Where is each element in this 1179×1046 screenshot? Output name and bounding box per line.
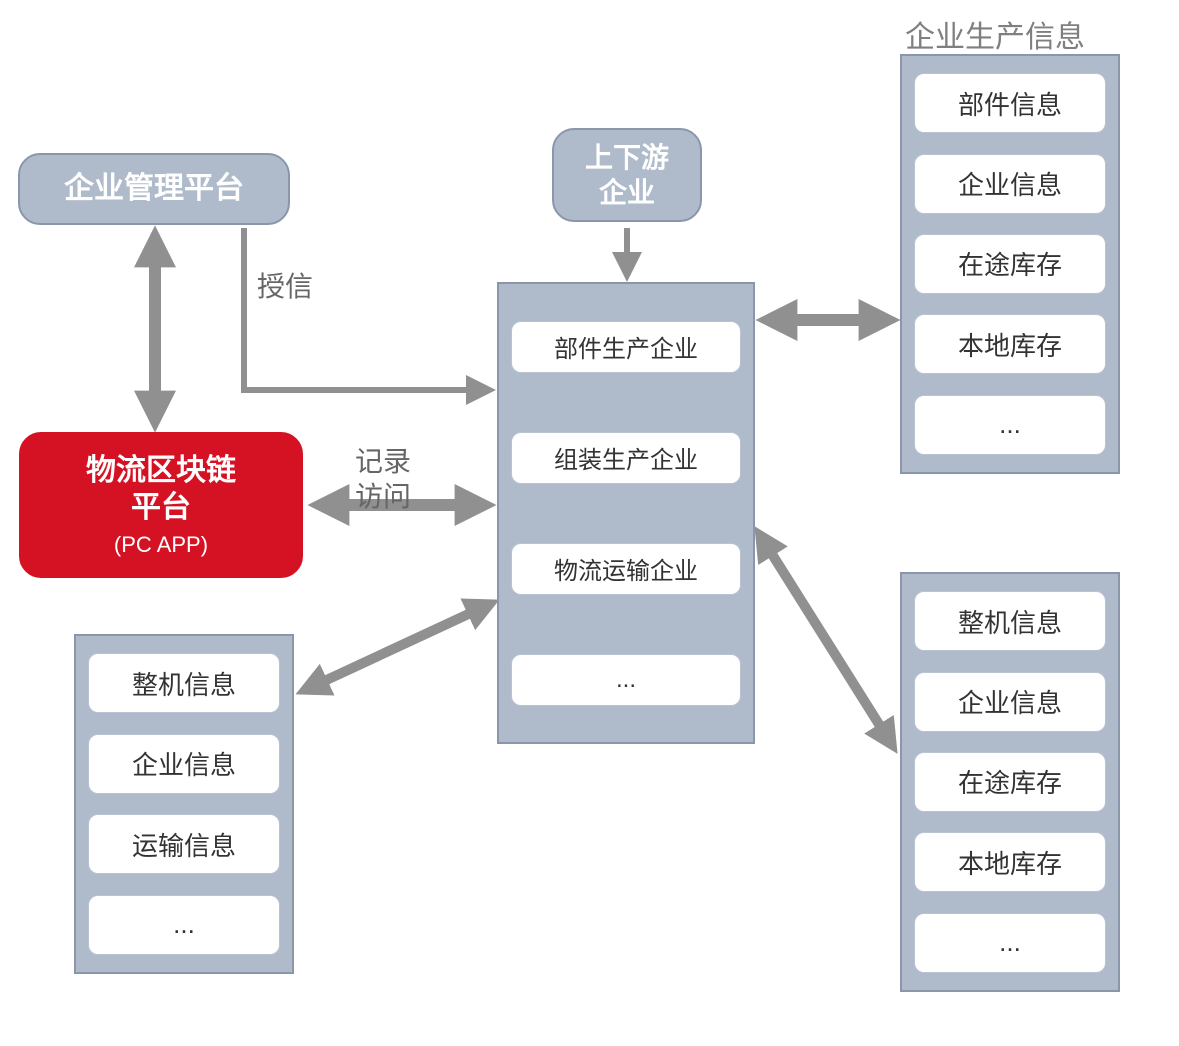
panel-item: ... (88, 895, 280, 955)
panel-item: 本地库存 (914, 832, 1106, 892)
panel-item: 企业信息 (88, 734, 280, 794)
blockchain-label: 物流区块链平台(PC APP) (86, 452, 236, 559)
panel-item: 部件信息 (914, 73, 1106, 133)
mgmt-platform-node: 企业管理平台 (18, 153, 290, 225)
machine-info-panel-left: 整机信息企业信息运输信息... (74, 634, 294, 974)
panel-item: ... (914, 395, 1106, 455)
center-supply-chain-panel: 部件生产企业组装生产企业物流运输企业... (497, 282, 755, 744)
mgmt-to-center-arrow (244, 228, 490, 390)
panel-item: ... (914, 913, 1106, 973)
panel-item: 本地库存 (914, 314, 1106, 374)
panel-item: 整机信息 (914, 591, 1106, 651)
panel-item: 整机信息 (88, 653, 280, 713)
top-right-panel-title: 企业生产信息 (905, 12, 1085, 56)
panel-item: 部件生产企业 (511, 321, 741, 373)
center-to-bottomleft-arrow (305, 604, 490, 690)
center-to-bottomright-arrow (760, 535, 892, 745)
panel-item: 组装生产企业 (511, 432, 741, 484)
panel-item: 运输信息 (88, 814, 280, 874)
machine-info-panel-right: 整机信息企业信息在途库存本地库存... (900, 572, 1120, 992)
blockchain-platform-node: 物流区块链平台(PC APP) (19, 432, 303, 578)
production-info-panel: 部件信息企业信息在途库存本地库存... (900, 54, 1120, 474)
panel-item: 企业信息 (914, 672, 1106, 732)
upstream-label: 上下游 企业 (585, 140, 669, 210)
panel-item: 物流运输企业 (511, 543, 741, 595)
credit-label: 授信 (257, 265, 313, 305)
panel-item: 在途库存 (914, 234, 1106, 294)
panel-item: 在途库存 (914, 752, 1106, 812)
blockchain-sublabel: (PC APP) (86, 531, 236, 559)
mgmt-platform-label: 企业管理平台 (64, 170, 244, 208)
access-label: 访问 (355, 475, 411, 515)
panel-item: 企业信息 (914, 154, 1106, 214)
panel-item: ... (511, 654, 741, 706)
upstream-enterprise-node: 上下游 企业 (552, 128, 702, 222)
record-label: 记录 (355, 440, 411, 480)
